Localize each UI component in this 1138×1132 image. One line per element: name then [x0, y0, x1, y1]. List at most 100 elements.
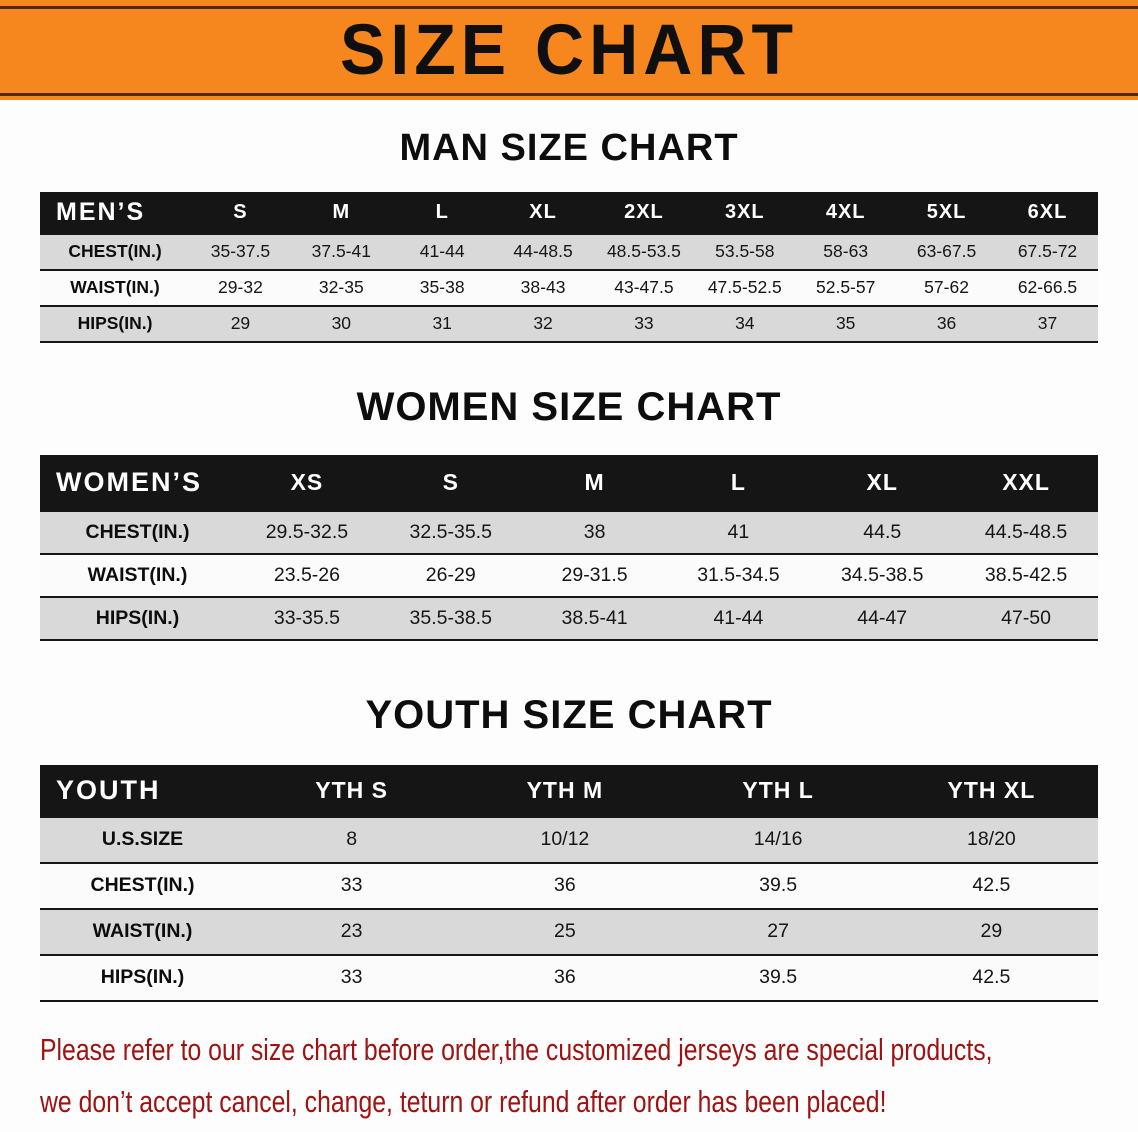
value-cell: 23: [245, 908, 459, 955]
row-label-cell: CHEST(IN.): [40, 862, 245, 909]
row-label-cell: CHEST(IN.): [40, 233, 190, 270]
size-header-cell: YTH M: [458, 764, 672, 817]
value-cell: 36: [896, 305, 997, 342]
value-cell: 29.5-32.5: [235, 510, 379, 554]
size-header-cell: L: [391, 191, 493, 234]
value-cell: 48.5-53.5: [593, 233, 695, 270]
measurement-row: CHEST(IN.) 33 36 39.5 42.5: [40, 862, 1098, 909]
size-header-cell: 6XL: [997, 191, 1098, 234]
size-header-cell: S: [190, 191, 291, 234]
value-cell: 27: [671, 908, 885, 955]
value-cell: 35-38: [391, 269, 493, 306]
value-cell: 26-29: [378, 553, 523, 597]
banner-top-rule: [0, 6, 1138, 9]
order-notice: Please refer to our size chart before or…: [40, 1030, 1104, 1123]
value-cell: 29-32: [190, 269, 291, 306]
value-cell: 42.5: [884, 862, 1098, 909]
value-cell: 38-43: [492, 269, 594, 306]
value-cell: 32.5-35.5: [378, 510, 523, 554]
men-size-section: MAN SIZE CHART MEN’S S M L XL 2XL 3XL 4XL 5XL 6XL…: [0, 127, 1138, 343]
value-cell: 44.5-48.5: [954, 510, 1098, 554]
size-header-cell: 4XL: [795, 191, 897, 234]
value-cell: 38: [522, 510, 667, 554]
row-label-cell: HIPS(IN.): [40, 305, 190, 342]
size-header-cell: M: [522, 454, 667, 511]
value-cell: 35-37.5: [190, 233, 291, 270]
banner: SIZE CHART: [0, 0, 1138, 100]
value-cell: 35: [795, 305, 897, 342]
notice-line-1: Please refer to our size chart before or…: [40, 1031, 993, 1067]
table-title-cell: YOUTH: [40, 764, 245, 817]
value-cell: 53.5-58: [694, 233, 796, 270]
measurement-row: CHEST(IN.) 35-37.5 37.5-41 41-44 44-48.5 48.5…: [40, 233, 1098, 270]
value-cell: 58-63: [795, 233, 897, 270]
measurement-row: HIPS(IN.) 33 36 39.5 42.5: [40, 954, 1098, 1001]
value-cell: 14/16: [671, 816, 885, 863]
size-header-cell: XL: [492, 191, 594, 234]
page-title: SIZE CHART: [340, 10, 798, 90]
size-header-cell: S: [378, 454, 523, 511]
measurement-row: CHEST(IN.) 29.5-32.5 32.5-35.5 38 41 44.5 44.5…: [40, 510, 1098, 554]
value-cell: 34: [694, 305, 796, 342]
measurement-row: HIPS(IN.) 29 30 31 32 33 34 35 36 37: [40, 305, 1098, 342]
value-cell: 37: [997, 305, 1098, 342]
size-header-cell: YTH XL: [884, 764, 1098, 817]
row-label-cell: U.S.SIZE: [40, 816, 245, 863]
women-size-table: WOMEN’S XS S M L XL XXL CHEST(IN.) 29.5-32.5 32.5…: [40, 454, 1098, 641]
value-cell: 47.5-52.5: [694, 269, 796, 306]
size-header-cell: XS: [235, 454, 379, 511]
value-cell: 44-48.5: [492, 233, 594, 270]
measurement-row: WAIST(IN.) 23 25 27 29: [40, 908, 1098, 955]
value-cell: 41: [666, 510, 811, 554]
value-cell: 29: [190, 305, 291, 342]
value-cell: 32-35: [290, 269, 392, 306]
value-cell: 32: [492, 305, 594, 342]
value-cell: 42.5: [884, 954, 1098, 1001]
value-cell: 31: [391, 305, 493, 342]
value-cell: 23.5-26: [235, 553, 379, 597]
measurement-row: HIPS(IN.) 33-35.5 35.5-38.5 38.5-41 41-44 44-…: [40, 596, 1098, 640]
value-cell: 25: [458, 908, 672, 955]
value-cell: 44-47: [810, 596, 955, 640]
banner-bottom-rule: [0, 93, 1138, 96]
value-cell: 35.5-38.5: [378, 596, 523, 640]
value-cell: 10/12: [458, 816, 672, 863]
value-cell: 38.5-42.5: [954, 553, 1098, 597]
value-cell: 62-66.5: [997, 269, 1098, 306]
youth-size-table: YOUTH YTH S YTH M YTH L YTH XL U.S.SIZE 8 10/12…: [40, 764, 1098, 1002]
value-cell: 43-47.5: [593, 269, 695, 306]
value-cell: 33: [245, 862, 459, 909]
row-label-cell: HIPS(IN.): [40, 596, 235, 640]
value-cell: 37.5-41: [290, 233, 392, 270]
size-header-cell: XXL: [954, 454, 1098, 511]
women-section-heading: WOMEN SIZE CHART: [356, 384, 782, 429]
value-cell: 63-67.5: [896, 233, 997, 270]
value-cell: 34.5-38.5: [810, 553, 955, 597]
size-header-cell: XL: [810, 454, 955, 511]
value-cell: 41-44: [391, 233, 493, 270]
row-label-cell: WAIST(IN.): [40, 553, 235, 597]
value-cell: 38.5-41: [522, 596, 667, 640]
size-header-cell: L: [666, 454, 811, 511]
row-label-cell: WAIST(IN.): [40, 269, 190, 306]
value-cell: 30: [290, 305, 392, 342]
table-header-row: MEN’S S M L XL 2XL 3XL 4XL 5XL 6XL: [40, 191, 1098, 234]
value-cell: 39.5: [671, 954, 885, 1001]
men-section-heading: MAN SIZE CHART: [399, 127, 739, 169]
value-cell: 36: [458, 862, 672, 909]
youth-size-section: YOUTH SIZE CHART YOUTH YTH S YTH M YTH L YTH…: [0, 693, 1138, 1002]
table-title-cell: MEN’S: [40, 191, 190, 234]
table-header-row: WOMEN’S XS S M L XL XXL: [40, 454, 1098, 511]
table-header-row: YOUTH YTH S YTH M YTH L YTH XL: [40, 764, 1098, 817]
value-cell: 33: [593, 305, 695, 342]
value-cell: 36: [458, 954, 672, 1001]
value-cell: 52.5-57: [795, 269, 897, 306]
size-header-cell: 2XL: [593, 191, 695, 234]
value-cell: 29: [884, 908, 1098, 955]
size-header-cell: 3XL: [694, 191, 796, 234]
row-label-cell: WAIST(IN.): [40, 908, 245, 955]
notice-line-2: we don’t accept cancel, change, teturn o…: [40, 1084, 887, 1120]
value-cell: 8: [245, 816, 459, 863]
measurement-row: U.S.SIZE 8 10/12 14/16 18/20: [40, 816, 1098, 863]
value-cell: 57-62: [896, 269, 997, 306]
